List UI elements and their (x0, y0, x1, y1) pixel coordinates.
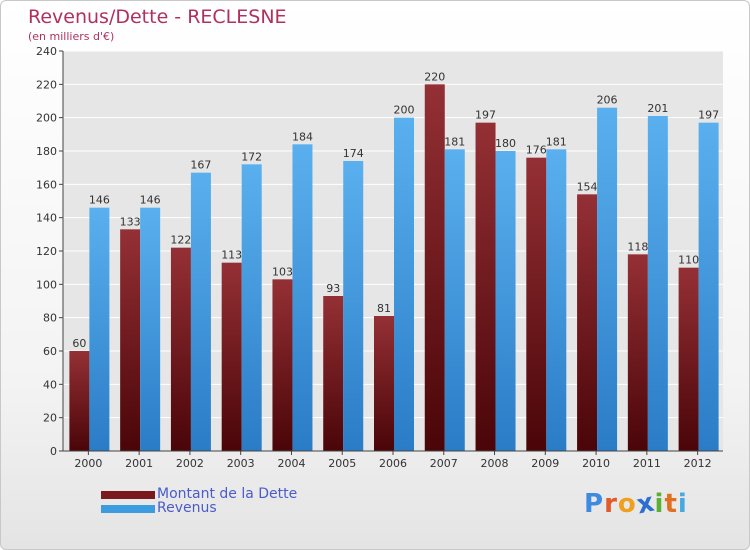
x-tick-label: 2009 (531, 457, 559, 470)
x-tick-label: 2010 (582, 457, 610, 470)
bar-revenus (597, 107, 618, 452)
x-tick-label: 2000 (74, 457, 102, 470)
data-label: 172 (241, 150, 262, 163)
legend-swatch-debt (101, 491, 155, 499)
data-label: 176 (526, 144, 547, 157)
x-tick-label: 2006 (379, 457, 407, 470)
bar-revenus (140, 207, 161, 451)
data-label: 146 (89, 194, 110, 207)
bar-revenus (89, 207, 110, 451)
y-tick-label: 80 (43, 312, 57, 325)
x-tick-label: 2008 (481, 457, 509, 470)
y-tick-label: 60 (43, 345, 57, 358)
data-label: 180 (495, 137, 516, 150)
bar-dette (272, 279, 293, 451)
y-tick-label: 200 (36, 112, 57, 125)
x-tick-label: 2012 (684, 457, 712, 470)
bar-revenus (647, 116, 668, 451)
logo-letter: i (654, 489, 665, 519)
bar-revenus (495, 151, 516, 451)
logo-letter: o (617, 489, 637, 519)
data-label: 60 (72, 337, 86, 350)
bar-dette (424, 84, 445, 451)
logo-letter: t (664, 489, 678, 519)
data-label: 184 (292, 130, 313, 143)
data-label: 110 (678, 254, 699, 267)
bar-dette (170, 247, 191, 451)
bar-dette (627, 254, 648, 451)
data-label: 181 (444, 135, 465, 148)
data-label: 103 (272, 265, 293, 278)
x-tick-label: 2007 (430, 457, 458, 470)
data-label: 93 (326, 282, 340, 295)
bar-revenus (343, 161, 364, 451)
data-label: 197 (698, 109, 719, 122)
bar-revenus (546, 149, 567, 452)
data-label: 174 (343, 147, 364, 160)
data-label: 122 (170, 234, 191, 247)
bar-dette (374, 316, 394, 451)
data-label: 167 (190, 159, 211, 172)
data-label: 118 (627, 240, 648, 253)
bar-revenus (444, 149, 465, 452)
bar-revenus (190, 172, 211, 451)
x-tick-label: 2005 (328, 457, 356, 470)
y-tick-label: 20 (43, 412, 57, 425)
data-label: 206 (597, 94, 618, 107)
bar-dette (120, 229, 141, 451)
chart-subtitle: (en milliers d'€) (28, 30, 115, 43)
y-tick-label: 140 (36, 212, 57, 225)
x-tick-label: 2002 (176, 457, 204, 470)
legend-label-revenus: Revenus (157, 500, 217, 516)
bar-dette (526, 157, 547, 451)
bar-chart: 6014613314612216711317210318493174812002… (36, 45, 723, 470)
x-tick-label: 2003 (227, 457, 255, 470)
data-label: 200 (394, 104, 415, 117)
proxiti-logo: Proxiti (584, 487, 688, 520)
bar-dette (69, 351, 90, 451)
bar-dette (475, 122, 496, 452)
y-tick-label: 120 (36, 245, 57, 258)
data-label: 133 (120, 215, 141, 228)
logo-letter: i (677, 489, 688, 519)
logo-letter: P (584, 489, 605, 519)
bar-revenus (241, 164, 262, 452)
bar-revenus (292, 144, 313, 452)
bar-dette (323, 296, 344, 451)
y-tick-label: 220 (36, 78, 57, 91)
data-label: 197 (475, 109, 496, 122)
y-tick-label: 160 (36, 178, 57, 191)
legend-label-debt: Montant de la Dette (157, 486, 298, 502)
data-label: 81 (377, 302, 391, 315)
logo-letter: r (604, 489, 618, 519)
data-label: 181 (546, 135, 567, 148)
y-tick-label: 100 (36, 278, 57, 291)
y-tick-label: 40 (43, 378, 57, 391)
x-tick-label: 2011 (633, 457, 661, 470)
y-tick-label: 0 (50, 445, 57, 458)
data-label: 113 (221, 249, 242, 262)
legend-swatch-revenus (101, 505, 155, 513)
data-label: 146 (140, 194, 161, 207)
bar-dette (678, 267, 699, 451)
x-tick-label: 2001 (125, 457, 153, 470)
chart-title: Revenus/Dette - RECLESNE (28, 6, 287, 28)
bar-dette (577, 194, 598, 452)
x-tick-label: 2004 (277, 457, 305, 470)
y-tick-label: 180 (36, 145, 57, 158)
data-label: 154 (577, 180, 598, 193)
bar-revenus (394, 117, 414, 452)
bar-revenus (698, 122, 719, 452)
data-label: 201 (647, 102, 668, 115)
y-tick-label: 240 (36, 45, 57, 58)
bar-dette (221, 262, 242, 451)
data-label: 220 (424, 70, 445, 83)
